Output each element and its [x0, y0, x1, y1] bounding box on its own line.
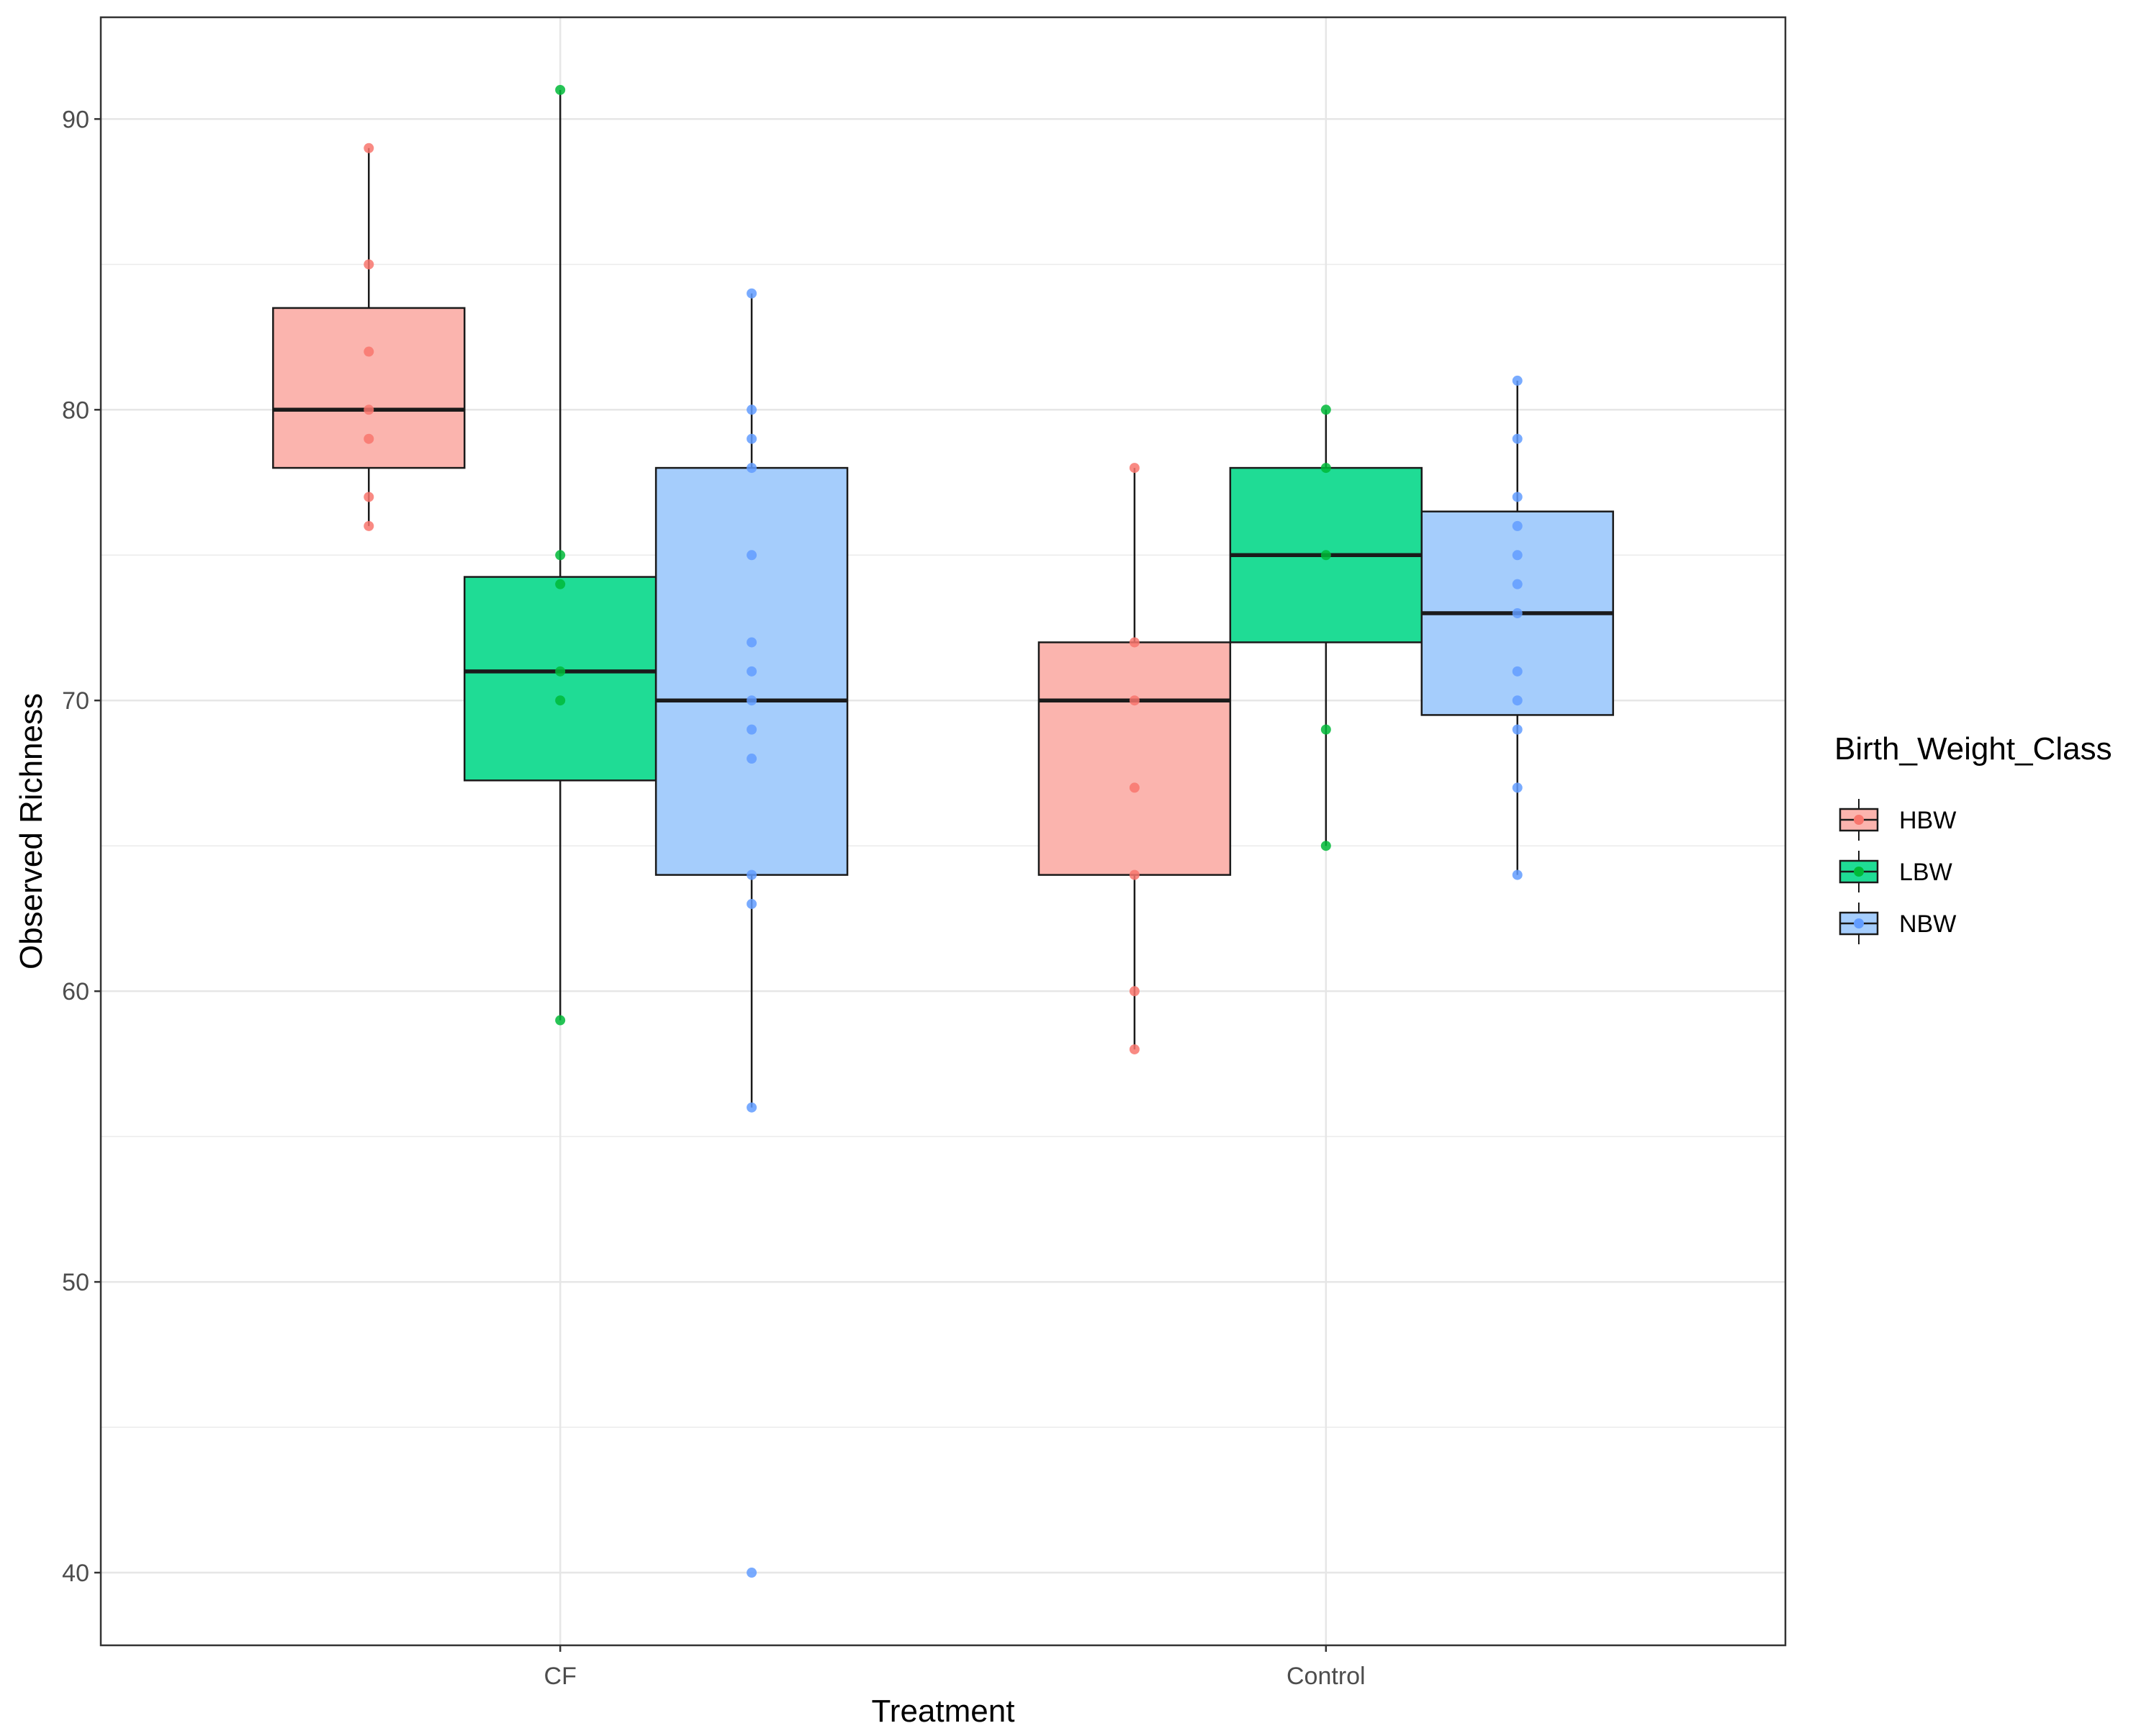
data-point — [747, 724, 757, 735]
legend-key-point — [1854, 815, 1864, 825]
data-point — [1129, 637, 1140, 648]
data-point — [1512, 869, 1523, 880]
data-point — [1512, 579, 1523, 589]
legend-key-point — [1854, 918, 1864, 928]
data-point — [747, 695, 757, 706]
y-tick-label: 80 — [62, 397, 89, 424]
legend-title: Birth_Weight_Class — [1834, 731, 2112, 767]
data-point — [1129, 869, 1140, 880]
data-point — [1512, 608, 1523, 619]
data-point — [1129, 1044, 1140, 1054]
data-point — [364, 259, 374, 270]
data-point — [747, 404, 757, 415]
box-NBW-Control — [1420, 375, 1614, 880]
data-point — [1129, 986, 1140, 997]
box-HBW-Control — [1037, 463, 1232, 1054]
data-point — [1320, 550, 1331, 561]
data-point — [555, 579, 566, 589]
box-iqr — [272, 307, 466, 469]
x-axis-title: Treatment — [872, 1694, 1015, 1729]
y-axis: 40 50 60 70 80 90 — [62, 106, 101, 1587]
y-tick-label: 40 — [62, 1560, 89, 1587]
x-tick-label: CF — [544, 1663, 577, 1690]
data-point — [1129, 695, 1140, 706]
data-point — [747, 869, 757, 880]
data-point — [555, 666, 566, 677]
data-point — [1320, 724, 1331, 735]
x-axis: CF Control — [544, 1645, 1366, 1690]
data-point — [555, 84, 566, 95]
data-point — [364, 404, 374, 415]
plot-panel-border — [99, 16, 1787, 1647]
data-point — [364, 520, 374, 531]
data-point — [1512, 666, 1523, 677]
data-point — [747, 550, 757, 561]
box-NBW-CF — [654, 288, 849, 1578]
box-HBW-CF — [272, 143, 466, 531]
plot-panel — [101, 17, 1785, 1645]
data-point — [1129, 463, 1140, 474]
legend-entry-NBW: NBW — [1839, 903, 1956, 944]
data-point — [1512, 782, 1523, 793]
data-point — [1320, 463, 1331, 474]
data-point — [747, 666, 757, 677]
data-point — [1512, 492, 1523, 502]
data-point — [555, 550, 566, 561]
legend-entry-LBW: LBW — [1839, 851, 1952, 892]
data-point — [364, 492, 374, 502]
legend-key-point — [1854, 867, 1864, 877]
data-point — [747, 463, 757, 474]
data-point — [747, 288, 757, 299]
data-point — [1512, 724, 1523, 735]
box-LBW-CF — [463, 84, 657, 1026]
legend-label: NBW — [1899, 910, 1956, 938]
data-point — [747, 1102, 757, 1113]
data-point — [747, 637, 757, 648]
y-tick-label: 60 — [62, 978, 89, 1005]
legend-entry-HBW: HBW — [1839, 799, 1956, 841]
legend-label: LBW — [1899, 859, 1952, 886]
data-point — [364, 346, 374, 357]
box-iqr — [1037, 641, 1232, 876]
data-point — [1129, 782, 1140, 793]
box-iqr — [463, 576, 657, 782]
data-point — [555, 1015, 566, 1026]
data-point — [364, 143, 374, 153]
data-point — [1320, 841, 1331, 851]
data-point — [1512, 433, 1523, 444]
data-point — [747, 754, 757, 764]
data-point — [1512, 695, 1523, 706]
data-point — [1512, 375, 1523, 386]
data-point — [555, 695, 566, 706]
data-point — [1512, 550, 1523, 561]
data-point — [747, 433, 757, 444]
data-point — [747, 1568, 757, 1578]
legend: Birth_Weight_Class HBW LBW NBW — [1834, 731, 2112, 944]
data-point — [1320, 404, 1331, 415]
y-axis-title: Observed Richness — [14, 693, 49, 969]
data-point — [1512, 520, 1523, 531]
data-point — [364, 433, 374, 444]
y-tick-label: 90 — [62, 106, 89, 133]
y-tick-label: 70 — [62, 687, 89, 715]
x-tick-label: Control — [1286, 1663, 1366, 1690]
data-point — [747, 898, 757, 909]
legend-label: HBW — [1899, 807, 1956, 834]
y-tick-label: 50 — [62, 1269, 89, 1296]
